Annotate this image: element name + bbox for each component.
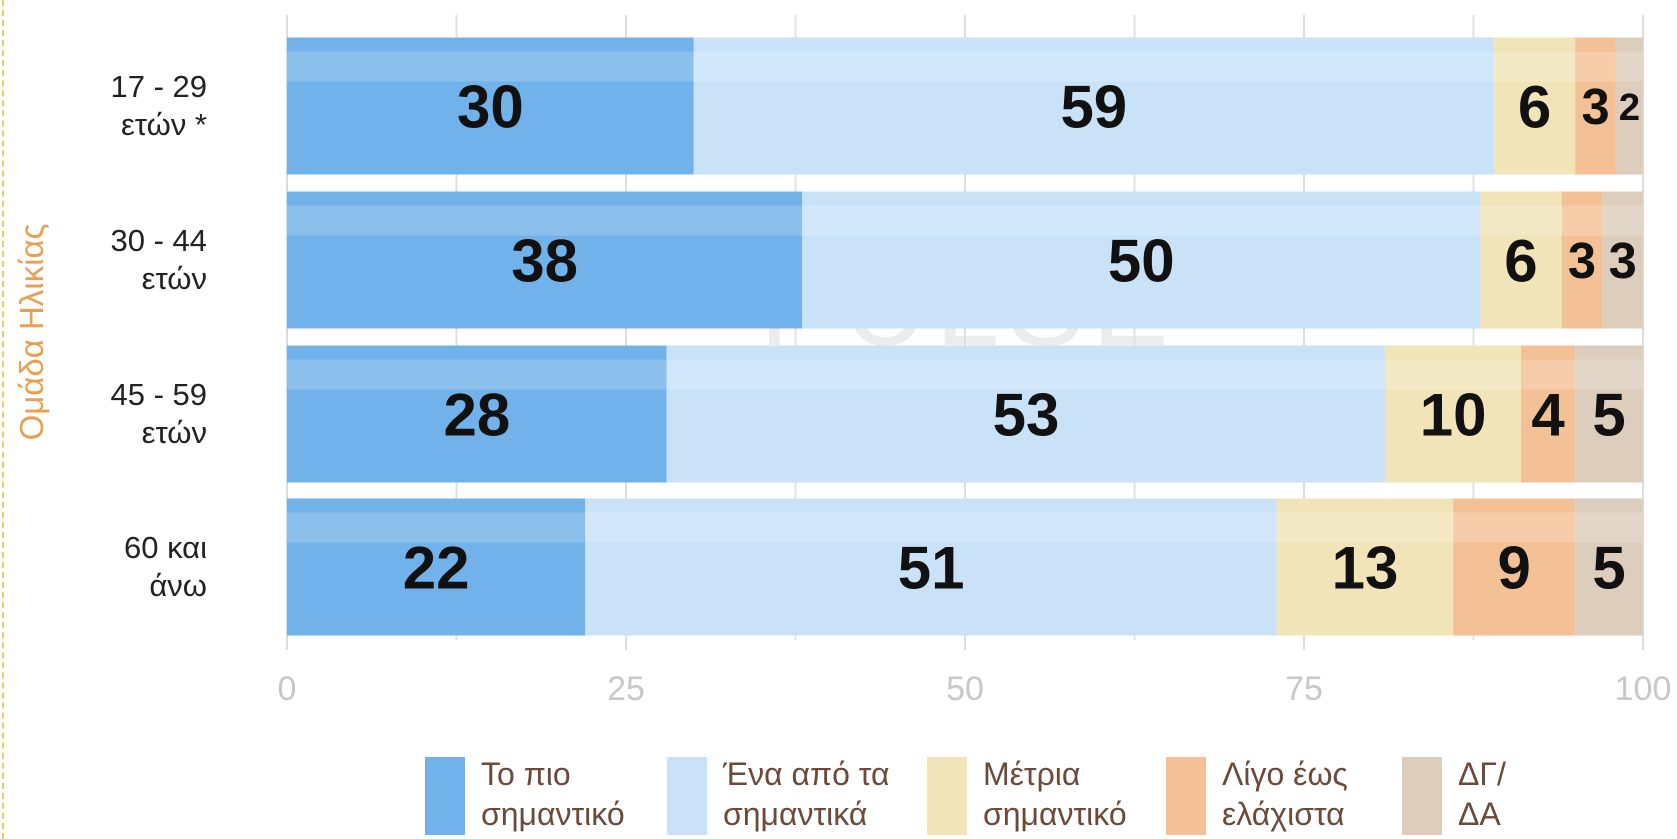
category-label: 17 - 29 ετών *: [110, 69, 207, 142]
bar-shine: [666, 359, 1386, 390]
bar-segment: [287, 37, 694, 175]
legend-label: Μέτρια σημαντικό: [983, 756, 1127, 832]
x-tick-label: 50: [946, 670, 984, 708]
value-label: 50: [1108, 228, 1175, 295]
legend-label: Το πιο σημαντικό: [481, 756, 625, 832]
value-label: 9: [1497, 535, 1530, 602]
x-tick-label: 25: [607, 670, 645, 708]
bar-shine: [693, 51, 1494, 82]
value-label: 4: [1531, 382, 1565, 449]
legend-swatch: [1166, 757, 1206, 835]
bar-segment: [1520, 345, 1576, 483]
page-edge: [2, 0, 4, 839]
value-label: 22: [403, 535, 470, 602]
bar-shine: [1602, 205, 1643, 236]
bar-segment: [287, 191, 803, 329]
bar-segment: [1453, 498, 1576, 636]
value-label: 5: [1592, 382, 1625, 449]
value-label: 28: [443, 382, 510, 449]
bar-shine: [1615, 51, 1643, 82]
bar-segment: [585, 498, 1277, 636]
bar-segment: [693, 37, 1494, 175]
bar-shine: [1575, 51, 1616, 82]
bar-segment: [287, 498, 586, 636]
value-label: 10: [1420, 382, 1487, 449]
bar-segment: [802, 191, 1481, 329]
bar-shine: [287, 51, 694, 82]
value-label: 3: [1568, 232, 1596, 289]
legend-swatch: [667, 757, 707, 835]
bar-segment: [1602, 191, 1643, 329]
category-label: 60 και άνω: [123, 530, 207, 603]
bar-shine: [802, 205, 1481, 236]
bar-segment: [1276, 498, 1454, 636]
x-tick-label: 0: [278, 670, 297, 708]
legend-swatch: [425, 757, 465, 835]
value-label: 38: [511, 228, 578, 295]
value-label: 6: [1504, 228, 1537, 295]
bar-shine: [287, 512, 586, 543]
x-tick-label: 100: [1615, 670, 1672, 708]
bar-shine: [1385, 359, 1521, 390]
bar-segment: [1480, 191, 1562, 329]
bar-segment: [1615, 37, 1643, 175]
legend-label: Λίγο έως ελάχιστα: [1222, 756, 1348, 832]
category-label: 30 - 44 ετών: [110, 223, 207, 296]
bar-shine: [1575, 512, 1643, 543]
bar-segment: [1575, 345, 1643, 483]
legend-label: Ένα από τα σημαντικά: [723, 756, 890, 832]
bar-segment: [1575, 498, 1643, 636]
value-label: 30: [457, 74, 524, 141]
bar-segment: [1385, 345, 1521, 483]
value-label: 5: [1592, 535, 1625, 602]
value-label: 51: [898, 535, 965, 602]
bar-shine: [1561, 205, 1603, 236]
legend-swatch: [927, 757, 967, 835]
value-label: 3: [1581, 78, 1609, 135]
bar-shine: [1480, 205, 1562, 236]
bar-shine: [1453, 512, 1576, 543]
x-tick-label: 75: [1285, 670, 1323, 708]
bar-shine: [1575, 359, 1643, 390]
bar-shine: [1520, 359, 1576, 390]
value-label: 59: [1060, 74, 1127, 141]
category-label: 45 - 59 ετών: [110, 377, 207, 450]
bar-segment: [287, 345, 667, 483]
bar-shine: [287, 205, 803, 236]
value-label: 53: [993, 382, 1060, 449]
bar-shine: [1276, 512, 1454, 543]
bar-shine: [1493, 51, 1576, 82]
value-label: 2: [1619, 86, 1640, 129]
value-label: 13: [1332, 535, 1399, 602]
legend-swatch: [1402, 757, 1442, 835]
bar-segment: [1493, 37, 1576, 175]
value-label: 6: [1518, 74, 1551, 141]
bar-shine: [585, 512, 1277, 543]
legend-label: ΔΓ/ ΔΑ: [1458, 756, 1506, 832]
bar-segment: [1561, 191, 1603, 329]
bar-segment: [1575, 37, 1616, 175]
bar-shine: [287, 359, 667, 390]
bar-segment: [666, 345, 1386, 483]
value-label: 3: [1609, 232, 1637, 289]
